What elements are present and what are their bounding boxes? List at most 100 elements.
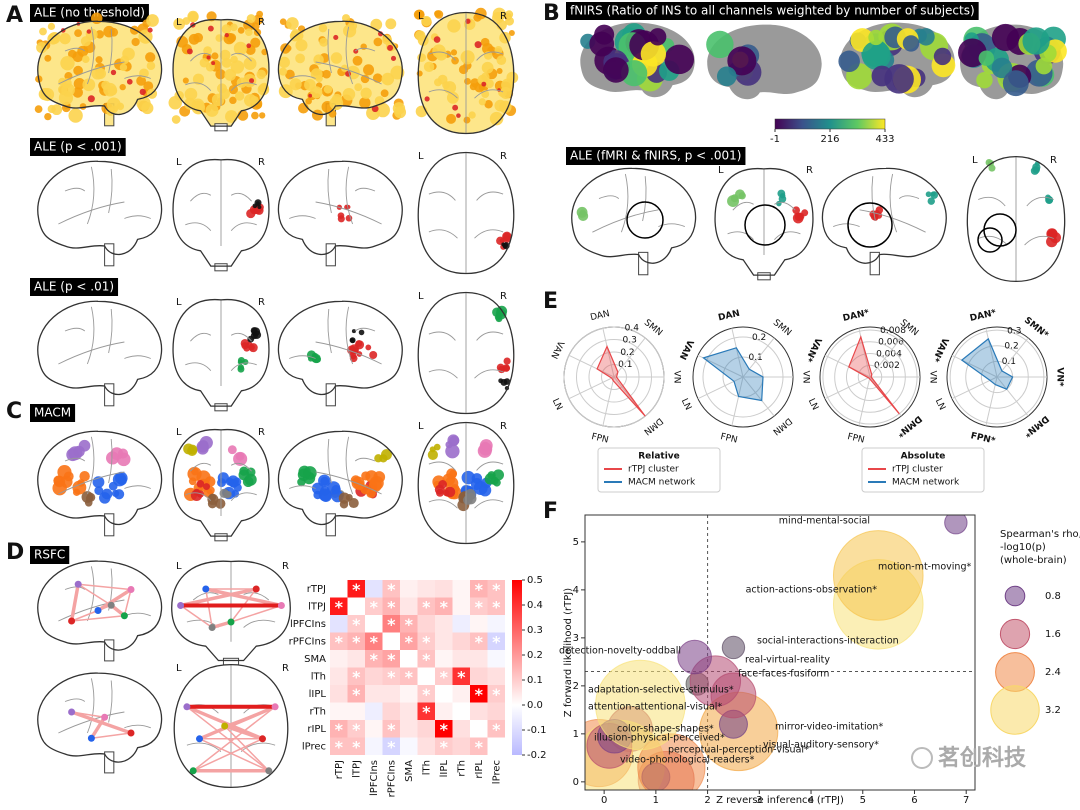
hemisphere-label: R (258, 157, 265, 168)
significance-star: * (352, 615, 361, 634)
activation-blob (256, 201, 260, 205)
panel-letter: B (543, 1, 560, 26)
activation-blob (87, 29, 91, 33)
activation-blob (456, 113, 461, 118)
activation-blob (226, 491, 232, 497)
radar-axis-label: DAN* (842, 308, 871, 324)
activation-blob (355, 340, 364, 349)
radar-axis-label: DAN (589, 309, 610, 323)
legend-label: MACM network (892, 478, 960, 488)
activation-blob (387, 45, 393, 51)
brainstem (105, 640, 114, 661)
activation-blob (225, 33, 229, 37)
activation-blob (322, 70, 331, 79)
significance-star: * (492, 598, 501, 617)
significance-star: * (440, 720, 449, 739)
radar-axis-label: DMN (770, 415, 793, 436)
radar-axis-label: VN (800, 371, 810, 384)
radar-tick-label: 0.2 (752, 333, 766, 343)
activation-blob (468, 111, 475, 118)
hemisphere-label: L (418, 151, 424, 162)
colorbar-tick-label: 0.5 (527, 575, 543, 586)
heatmap-cell (453, 738, 471, 756)
heatmap-cell (330, 580, 348, 598)
colorbar-tick-label: -0.1 (527, 725, 547, 736)
legend-label: rTPJ cluster (892, 465, 943, 475)
radar-axis-label: VN* (1054, 367, 1064, 386)
activation-blob (228, 445, 237, 454)
size-legend-title: Spearman's rho, (1000, 529, 1080, 540)
brain-node (75, 581, 82, 588)
activation-blob (385, 18, 396, 29)
activation-blob (444, 81, 457, 94)
heatmap-cell (330, 703, 348, 721)
activation-blob (148, 28, 153, 33)
brain-view (173, 430, 269, 541)
panel-title: fNIRS (Ratio of INS to all channels weig… (570, 4, 975, 18)
panel-title: MACM (34, 406, 71, 420)
significance-star: * (422, 703, 431, 722)
watermark: 茗创科技 (938, 746, 1027, 771)
brain-node (88, 735, 95, 742)
brainstem (326, 244, 335, 266)
activation-blob (447, 19, 460, 32)
significance-star: * (387, 668, 396, 687)
significance-star: * (352, 633, 361, 652)
activation-blob (353, 56, 363, 66)
heatmap-cell (488, 703, 506, 721)
activation-blob (279, 68, 287, 76)
heatmap-cell (453, 650, 471, 668)
panel-letter: C (6, 399, 22, 424)
significance-star: * (475, 580, 484, 599)
hemisphere-label: L (176, 297, 182, 308)
radar-axis-label: SMN (771, 318, 793, 338)
activation-blob (60, 56, 74, 70)
activation-blob (374, 38, 383, 47)
heatmap-cell (348, 598, 366, 616)
radar-tick-label: 0.002 (874, 361, 900, 371)
activation-blob (329, 96, 343, 110)
significance-star: * (440, 598, 449, 617)
activation-blob (141, 102, 153, 114)
bubble-label: face-faces-fusiform (738, 669, 829, 680)
significance-star: * (335, 738, 344, 757)
activation-blob (226, 478, 234, 486)
significance-star: * (492, 720, 501, 739)
activation-blob (430, 446, 436, 452)
brain-view (278, 431, 402, 536)
significance-star: * (387, 650, 396, 669)
activation-blob (235, 91, 244, 100)
significance-star: * (387, 598, 396, 617)
brain-view (278, 161, 402, 266)
heatmap-cell (348, 650, 366, 668)
heatmap-cell (418, 668, 436, 686)
activation-blob (145, 52, 155, 62)
colorbar-tick-label: 0.0 (527, 700, 543, 711)
heatmap-cell (488, 615, 506, 633)
heatmap-cell (453, 720, 471, 738)
brain-view (38, 301, 162, 406)
x-tick-label: 5 (860, 795, 866, 806)
bubble-label: detection-novelty-oddball (559, 646, 681, 657)
activation-blob (215, 34, 223, 42)
significance-star: * (370, 633, 379, 652)
significance-star: * (475, 633, 484, 652)
heatmap-cell (365, 738, 383, 756)
brain-node (259, 735, 266, 742)
size-legend-label: 0.8 (1045, 591, 1061, 602)
activation-blob (350, 337, 356, 343)
activation-blob (780, 193, 785, 198)
activation-blob (147, 61, 156, 70)
activation-blob (79, 471, 89, 481)
activation-blob (249, 78, 254, 83)
cortex-patch (979, 51, 994, 66)
panel-letter: D (6, 540, 24, 565)
activation-blob (310, 86, 322, 98)
activation-blob (286, 17, 299, 30)
radar-axis-label: SMN (642, 318, 664, 338)
activation-blob (279, 57, 290, 68)
heatmap-cell (383, 703, 401, 721)
legend-title: Absolute (901, 452, 946, 462)
brain-node (272, 703, 279, 710)
brain-view (572, 168, 696, 274)
